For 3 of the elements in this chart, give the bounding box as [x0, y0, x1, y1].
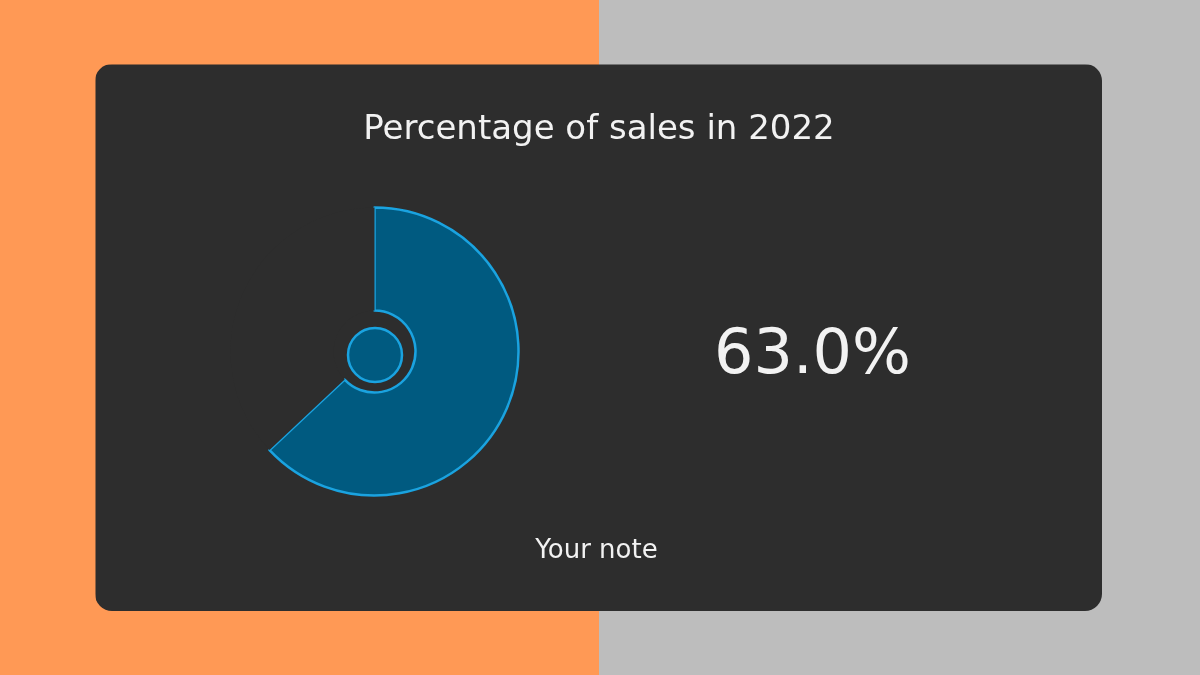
text: 63.0%: [714, 315, 911, 388]
text: Your note: [534, 533, 658, 564]
text: Percentage of sales in 2022: [363, 106, 835, 147]
